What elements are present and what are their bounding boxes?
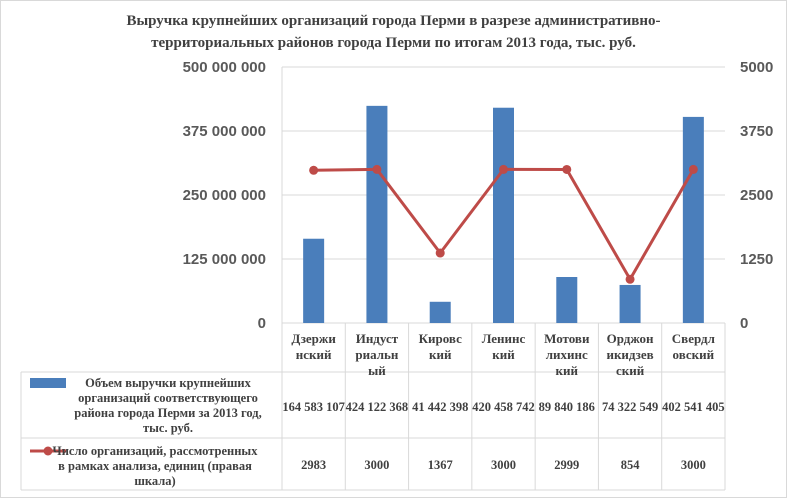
line-point xyxy=(499,164,508,174)
category-label-line: Дзержи xyxy=(291,331,336,346)
category-label-line: икидзев xyxy=(606,347,653,362)
category-label: Орджон икидзев ский xyxy=(606,331,654,378)
table-cell-count: 3000 xyxy=(491,458,516,472)
table-cell-revenue: 402 541 405 xyxy=(662,400,725,414)
table-cell-revenue: 420 458 742 xyxy=(472,400,535,414)
legend-label-count-line: шкала) xyxy=(134,474,175,488)
legend-label-count: Число организаций, рассмотренных в рамках… xyxy=(53,444,259,488)
table-cell-revenue: 164 583 107 xyxy=(282,400,345,414)
line-point xyxy=(688,164,698,174)
y-left-tick-label: 375 000 000 xyxy=(183,123,266,140)
category-label: Индуст риальн ый xyxy=(355,331,399,378)
y-left-tick-label: 250 000 000 xyxy=(183,187,266,204)
bar xyxy=(493,107,514,323)
bar xyxy=(682,116,704,323)
category-label-line: нский xyxy=(296,347,332,362)
category-label-line: лихинс xyxy=(546,347,588,362)
chart-title-line-2: территориальных районов города Перми по … xyxy=(151,35,636,51)
y-right-tick-label: 2500 xyxy=(740,187,773,204)
category-label-line: овский xyxy=(673,347,715,362)
y-left-tick-label: 500 000 000 xyxy=(183,59,266,76)
category-label-line: кий xyxy=(429,347,452,362)
category-label: Мотови лихинс кий xyxy=(544,331,590,378)
bar xyxy=(429,301,451,323)
bar xyxy=(619,284,641,323)
category-label-line: ый xyxy=(368,363,386,378)
category-label-line: кий xyxy=(556,363,579,378)
y-left-tick-label: 0 xyxy=(258,315,266,332)
bar xyxy=(366,105,388,323)
table-cell-revenue: 424 122 368 xyxy=(346,400,409,414)
category-label-line: Орджон xyxy=(607,331,654,346)
line-point xyxy=(562,164,572,174)
y-right-tick-label: 5000 xyxy=(740,59,773,76)
legend-label-count-line: в рамках анализа, единиц (правая xyxy=(58,459,252,473)
y-right-tick-label: 0 xyxy=(740,315,748,332)
table-cell-count: 3000 xyxy=(681,458,706,472)
chart-title: Выручка крупнейших организаций города Пе… xyxy=(0,10,787,54)
legend-label-revenue-line: тыс. руб. xyxy=(143,421,193,435)
legend-key-bar xyxy=(30,378,66,388)
category-label: Свердл овский xyxy=(672,331,715,362)
table-cell-revenue: 41 442 398 xyxy=(412,400,468,414)
table-cell-count: 2983 xyxy=(301,458,326,472)
category-label: Ленинс кий xyxy=(482,331,526,362)
legend-label-revenue-line: района города Перми за 2013 год, xyxy=(74,406,262,420)
category-label-line: Индуст xyxy=(356,331,399,346)
category-label: Дзержи нский xyxy=(291,331,336,362)
category-label-line: ский xyxy=(616,363,645,378)
chart-title-line-1: Выручка крупнейших организаций города Пе… xyxy=(126,13,661,29)
line-point xyxy=(309,165,319,175)
category-label: Кировс кий xyxy=(419,331,463,362)
category-label-line: Ленинс xyxy=(482,331,526,346)
y-right-tick-label: 1250 xyxy=(740,251,773,268)
line-point xyxy=(372,164,382,174)
legend-label-revenue-line: организаций соответствующего xyxy=(78,391,258,405)
y-left-tick-label: 125 000 000 xyxy=(183,251,266,268)
y-right-tick-label: 3750 xyxy=(740,123,773,140)
table-cell-count: 1367 xyxy=(428,458,453,472)
line-point xyxy=(435,248,445,258)
legend-label-revenue-line: Объем выручки крупнейших xyxy=(85,376,251,390)
legend-label-count-line: Число организаций, рассмотренных xyxy=(53,444,259,458)
category-label-line: Свердл xyxy=(672,331,715,346)
category-label-line: Мотови xyxy=(544,331,590,346)
table-cell-revenue: 89 840 186 xyxy=(539,400,595,414)
category-label-line: риальн xyxy=(355,347,399,362)
line-point xyxy=(625,274,635,284)
table-cell-count: 854 xyxy=(621,458,641,472)
category-label-line: Кировс xyxy=(419,331,463,346)
table-cell-revenue: 74 322 549 xyxy=(602,400,658,414)
bar xyxy=(303,238,325,323)
legend-label-revenue: Объем выручки крупнейших организаций соот… xyxy=(74,376,262,435)
table-cell-count: 3000 xyxy=(364,458,389,472)
category-label-line: кий xyxy=(492,347,515,362)
table-cell-count: 2999 xyxy=(554,458,579,472)
bar xyxy=(556,277,578,323)
legend-key-marker xyxy=(43,446,53,456)
